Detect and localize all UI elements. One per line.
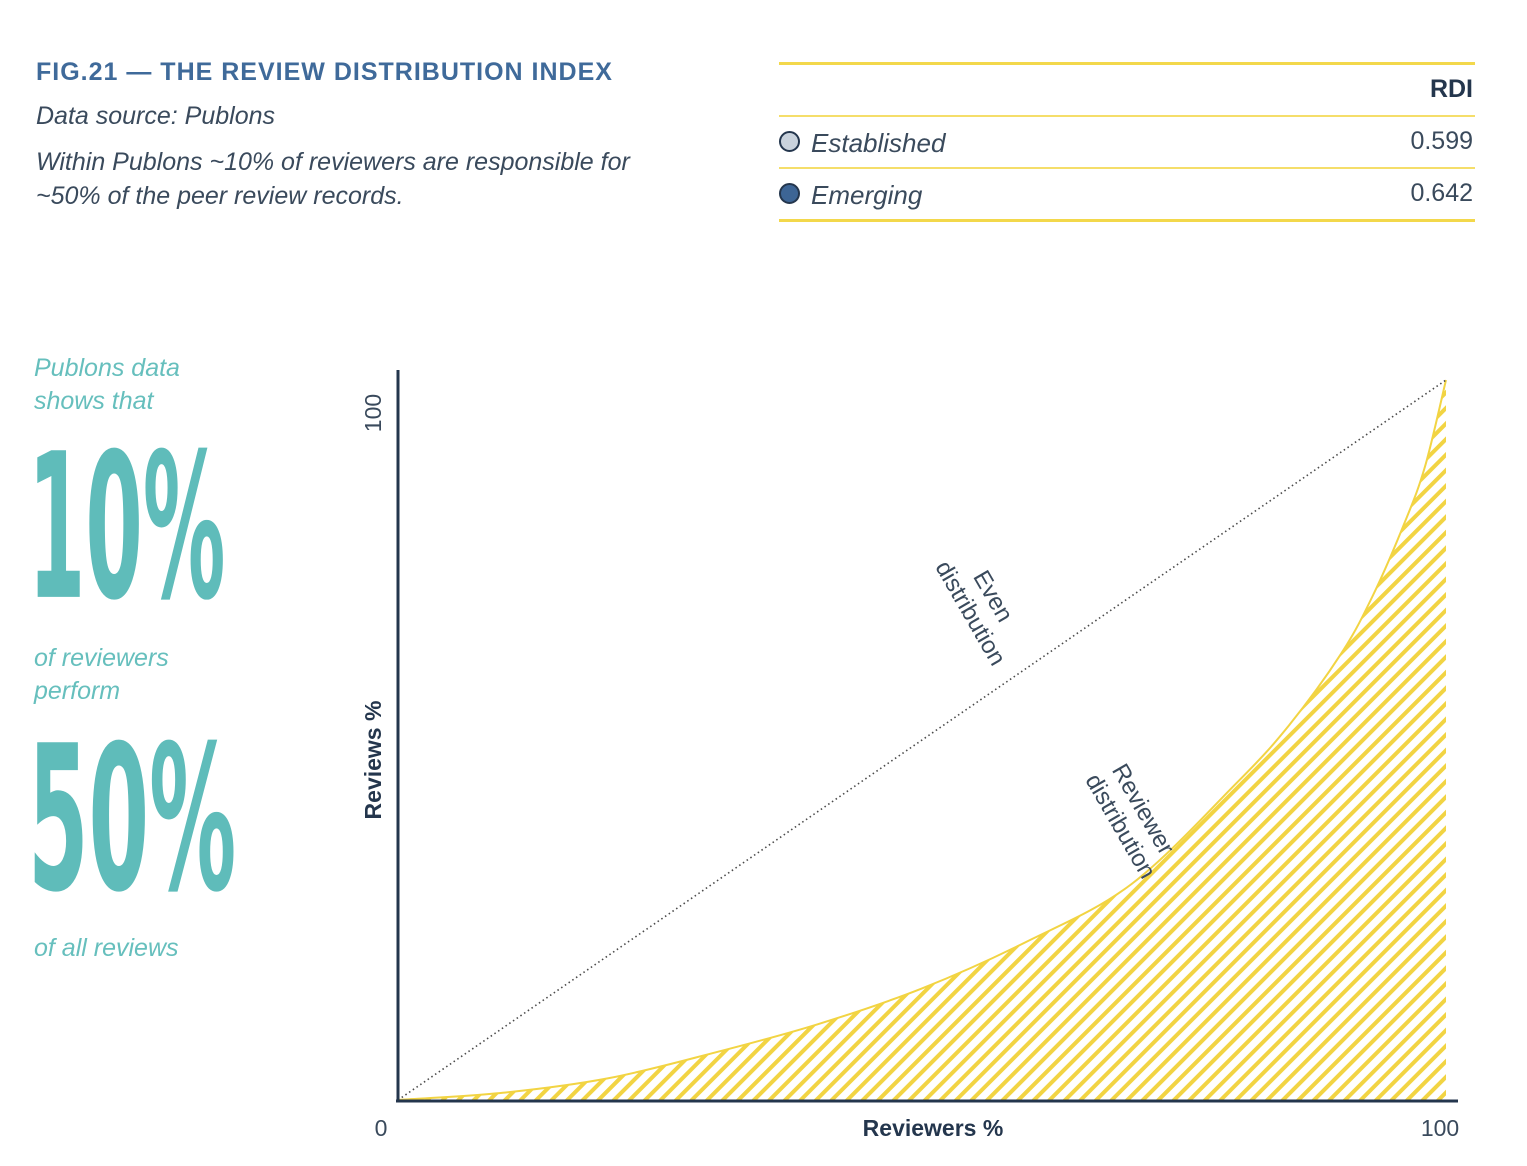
legend-value-emerging: 0.642 — [1410, 179, 1473, 207]
figure-description: Within Publons ~10% of reviewers are res… — [36, 148, 630, 210]
table-rule — [779, 115, 1475, 117]
legend-value-established: 0.599 — [1410, 127, 1473, 155]
legend-label-emerging: Emerging — [811, 180, 923, 210]
emerging-dot-icon — [779, 183, 800, 204]
reviewer-distribution-area — [398, 380, 1446, 1100]
even-distribution-line — [397, 379, 1447, 1101]
legend-row-established: Established 0.599 — [779, 117, 1475, 167]
callout-stat-10: 10% — [28, 411, 226, 646]
rdi-column-header: RDI — [1429, 75, 1473, 103]
table-top-rule — [779, 62, 1475, 65]
table-bottom-rule — [779, 219, 1475, 222]
x-tick-label-100: 100 — [1421, 1115, 1459, 1141]
data-source: Data source: Publons — [36, 102, 276, 130]
callout-intro: Publons data shows that — [34, 354, 180, 415]
rdi-legend-table: RDI Established 0.599 Emerging 0.642 — [779, 62, 1475, 222]
table-rule — [779, 167, 1475, 169]
reviewer-distribution-edge — [397, 379, 1447, 1101]
established-dot-icon — [779, 131, 800, 152]
callout-mid: of reviewers perform — [34, 644, 169, 705]
legend-row-emerging: Emerging 0.642 — [779, 169, 1475, 219]
table-header-row: RDI — [779, 65, 1475, 115]
legend-label-established: Established — [811, 128, 946, 158]
x-tick-label-0: 0 — [375, 1115, 388, 1141]
even-distribution-label: Even distribution — [930, 542, 1036, 670]
y-tick-label-100: 100 — [360, 394, 386, 432]
callout-outro: of all reviews — [34, 934, 179, 962]
y-axis-label: Reviews % — [360, 701, 386, 820]
x-axis-label: Reviewers % — [863, 1115, 1004, 1141]
figure-title: FIG.21 — THE REVIEW DISTRIBUTION INDEX — [36, 58, 613, 86]
callout-stat-50: 50% — [28, 703, 237, 938]
